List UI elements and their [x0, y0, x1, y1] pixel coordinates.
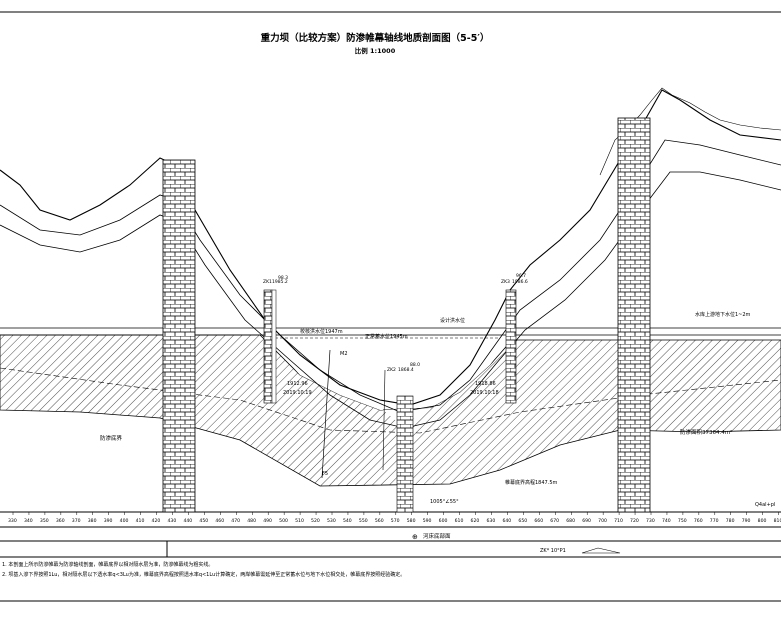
legend-symbol — [581, 547, 621, 554]
axis-tick-label: 720 — [630, 518, 639, 524]
zk1-elev: 1985.2 — [272, 279, 288, 285]
axis-tick-label: 750 — [678, 518, 687, 524]
axis-tick-label: 530 — [327, 518, 336, 524]
axis-tick-label: 570 — [391, 518, 400, 524]
fault-marker: F5 — [322, 471, 328, 477]
axis-tick-label: 590 — [423, 518, 432, 524]
axis-tick-label: 440 — [183, 518, 192, 524]
drawing-title: 重力坝（比较方案）防渗帷幕轴线地质剖面图（5-5′） — [261, 32, 490, 44]
axis-tick-label: 410 — [136, 518, 145, 524]
bedrock-elevation-label: 帷幕底界高程1847.5m — [505, 479, 557, 486]
axis-tick-label: 460 — [215, 518, 224, 524]
axis-tick-label: 760 — [694, 518, 703, 524]
axis-tick-label: 360 — [56, 518, 65, 524]
axis-tick-label: 620 — [471, 518, 480, 524]
note-line-2: 2. 坝基入渗下界按照1Lu，相对隔水层以下透水率q<3Lu为准，帷幕底界高程按… — [2, 571, 405, 578]
axis-tick-label: 400 — [120, 518, 129, 524]
axis-tick-label: 610 — [455, 518, 464, 524]
axis-tick-label: 790 — [742, 518, 751, 524]
axis-tick-label: 670 — [550, 518, 559, 524]
zk3-depth: 96.7 — [516, 273, 526, 279]
axis-tick-label: 520 — [311, 518, 320, 524]
axis-tick-label: 680 — [566, 518, 575, 524]
axis-tick-label: 420 — [152, 518, 161, 524]
axis-tick-label: 560 — [375, 518, 384, 524]
chainage-axis: 330 340 350 360 370 380 390 400 410 420 430 440 450 4… — [8, 512, 781, 524]
axis-tick-label: 810 — [774, 518, 781, 524]
design-flood-label: 设计洪水位 — [440, 317, 465, 324]
axis-tick-label: 390 — [104, 518, 113, 524]
fault-line — [321, 349, 331, 479]
section-marker-symbol: ⊕ — [412, 533, 418, 541]
axis-tick-label: 450 — [199, 518, 208, 524]
section-marker-label: 河床底部面 — [423, 532, 451, 540]
zk3-label: ZK3 — [501, 279, 510, 285]
water-reading-2-date: 2019.10.18 — [470, 390, 499, 396]
axis-tick-label: 640 — [502, 518, 511, 524]
borehole-zk2 — [396, 395, 414, 513]
curtain-bottom-label: 防渗底界 — [100, 434, 123, 442]
scale-label: 比例 1:1000 — [355, 46, 396, 55]
axis-tick-label: 600 — [439, 518, 448, 524]
groundwater-label: 水库上游地下水位1~2m — [695, 311, 751, 318]
axis-tick-label: 330 — [8, 518, 17, 524]
axis-tick-label: 550 — [359, 518, 368, 524]
axis-tick-label: 690 — [582, 518, 591, 524]
axis-tick-label: 630 — [487, 518, 496, 524]
axis-tick-label: 660 — [534, 518, 543, 524]
fault-note: M2 — [340, 351, 348, 357]
axis-tick-label: 510 — [295, 518, 304, 524]
water-reading-1-date: 2019.10.19 — [283, 390, 312, 396]
axis-tick-label: 540 — [343, 518, 352, 524]
axis-tick-label: 800 — [758, 518, 767, 524]
valley-clear — [265, 335, 512, 420]
water-reading-1-value: 1912.96 — [287, 381, 308, 387]
axis-tick-label: 500 — [279, 518, 288, 524]
slope-note: 1005°∠55° — [430, 499, 459, 505]
axis-tick-label: 350 — [40, 518, 49, 524]
axis-tick-label: 490 — [263, 518, 272, 524]
grout-column-left — [162, 159, 196, 513]
axis-tick-label: 710 — [614, 518, 623, 524]
borehole-zk1 — [263, 289, 273, 404]
axis-tick-label: 340 — [24, 518, 33, 524]
axis-tick-label: 580 — [407, 518, 416, 524]
fault-line-2 — [382, 369, 386, 471]
zk1-depth: 98.3 — [278, 275, 288, 281]
zk3-elev: 1986.6 — [512, 279, 528, 285]
axis-tick-label: 780 — [726, 518, 735, 524]
axis-tick-label: 380 — [88, 518, 97, 524]
borehole-zk3 — [505, 289, 517, 404]
axis-tick-label: 650 — [518, 518, 527, 524]
zk2-depth: 88.0 — [410, 362, 420, 368]
axis-tick-label: 480 — [247, 518, 256, 524]
note-line-1: 1. 本剖面上所示防渗帷幕为防渗轴线剖面，帷幕底界以相对隔水层为准，防渗帷幕线为… — [2, 561, 213, 568]
water-reading-2-value: 1918.86 — [475, 381, 496, 387]
zk1-label: ZK1 — [263, 279, 272, 285]
axis-tick-label: 770 — [710, 518, 719, 524]
curtain-area-label: 防渗面积37364.4m² — [680, 428, 732, 436]
axis-tick-label: 370 — [72, 518, 81, 524]
axis-tick-label: 430 — [168, 518, 177, 524]
grout-column-right — [617, 117, 651, 513]
axis-tick-label: 470 — [231, 518, 240, 524]
axis-tick-label: 730 — [646, 518, 655, 524]
check-flood-label: 校核洪水位1947m — [300, 328, 343, 335]
zk2-elev: 1868.4 — [398, 367, 414, 373]
borehole-zk1-log — [271, 289, 277, 404]
zk2-label: ZK2 — [387, 367, 396, 373]
axis-tick-label: 700 — [598, 518, 607, 524]
normal-water-label: 正常蓄水位1945m — [365, 333, 408, 340]
legend-note: ZK* 10°P1 — [540, 548, 566, 554]
corner-code: Q4al+pl — [755, 502, 775, 508]
axis-tick-label: 740 — [662, 518, 671, 524]
